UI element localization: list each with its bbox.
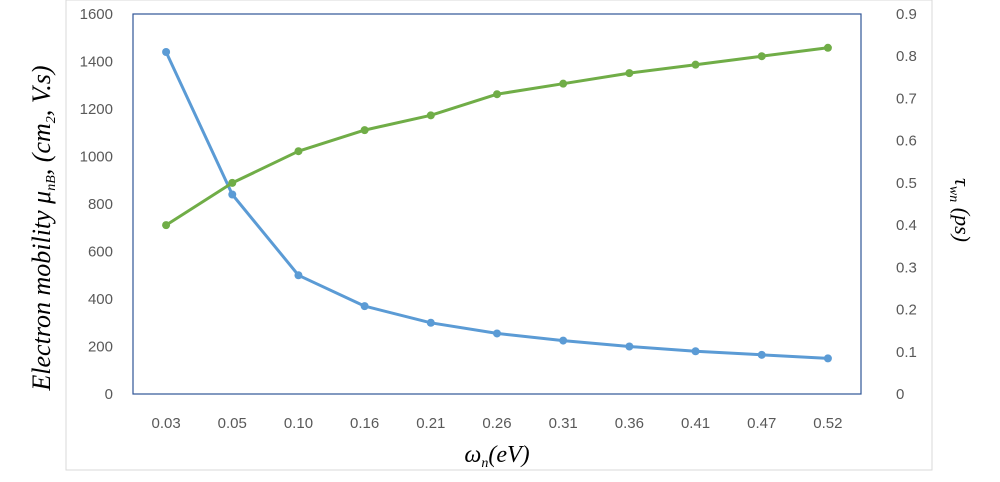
right-tick-label: 0.6	[896, 133, 917, 150]
right-tick-label: 0.5	[896, 175, 917, 192]
right-axis-title: τwn (ps)	[946, 178, 975, 242]
left-axis-title: Electron mobility μnB, (cm2, V.s)	[27, 65, 59, 391]
x-axis-ticks: 0.03 0.05 0.10 0.16 0.21 0.26 0.31 0.36 0.41 0.47…	[151, 415, 842, 432]
series-1-point	[691, 347, 700, 356]
right-tick-label: 0.1	[896, 344, 917, 361]
series-1-point	[360, 302, 369, 311]
series-1-point	[162, 48, 171, 56]
x-tick-label: 0.52	[813, 415, 842, 432]
right-tick-label: 0.2	[896, 302, 917, 319]
series-2-point	[559, 79, 568, 88]
x-tick-label: 0.10	[284, 415, 313, 432]
left-axis-ticks: 0 200 400 600 800 1000 1200 1400 1600	[80, 6, 113, 403]
right-tick-label: 0.9	[896, 6, 917, 23]
x-tick-label: 0.03	[151, 415, 180, 432]
series-1-point	[228, 190, 237, 199]
series-2-point	[228, 178, 237, 187]
series-2-point	[360, 126, 369, 135]
x-tick-label: 0.41	[681, 415, 710, 432]
right-tick-label: 0.4	[896, 217, 917, 234]
series-2-point	[823, 43, 832, 52]
series-2-point	[493, 90, 501, 99]
x-tick-label: 0.47	[747, 415, 776, 432]
left-tick-label: 1000	[80, 149, 113, 166]
right-tick-label: 0.3	[896, 259, 917, 276]
x-tick-label: 0.36	[615, 415, 644, 432]
plot-area	[132, 13, 862, 395]
series-layer	[162, 43, 832, 363]
series-2-point	[625, 69, 634, 78]
left-tick-label: 0	[105, 386, 113, 403]
outer-frame	[65, 0, 933, 471]
left-tick-label: 600	[88, 244, 113, 261]
series-2-point	[691, 60, 700, 69]
series-1-point	[426, 318, 435, 327]
x-tick-label: 0.26	[482, 415, 511, 432]
series-1-point	[559, 336, 568, 345]
series-1-point	[823, 354, 832, 363]
x-tick-label: 0.31	[549, 415, 578, 432]
left-tick-label: 1400	[80, 54, 113, 71]
left-tick-label: 800	[88, 196, 113, 213]
x-tick-label: 0.05	[218, 415, 247, 432]
right-tick-label: 0.8	[896, 48, 917, 65]
series-1-point	[625, 342, 634, 351]
x-axis-title: ωn(eV)	[464, 442, 529, 471]
right-axis-ticks: 0 0.1 0.2 0.3 0.4 0.5 0.6 0.7 0.8 0.9	[896, 6, 917, 403]
series-2-point	[757, 52, 766, 61]
series-2-point	[426, 111, 435, 120]
left-tick-label: 400	[88, 291, 113, 308]
left-tick-label: 200	[88, 339, 113, 356]
left-tick-label: 1600	[80, 6, 113, 23]
series-2-point	[162, 221, 171, 230]
series-1-point	[757, 350, 766, 359]
series-1-point	[294, 271, 303, 280]
x-tick-label: 0.16	[350, 415, 379, 432]
series-2-point	[294, 147, 303, 156]
right-tick-label: 0	[896, 386, 904, 403]
series-1-point	[493, 329, 501, 338]
x-tick-label: 0.21	[416, 415, 445, 432]
right-tick-label: 0.7	[896, 90, 917, 107]
left-tick-label: 1200	[80, 101, 113, 118]
